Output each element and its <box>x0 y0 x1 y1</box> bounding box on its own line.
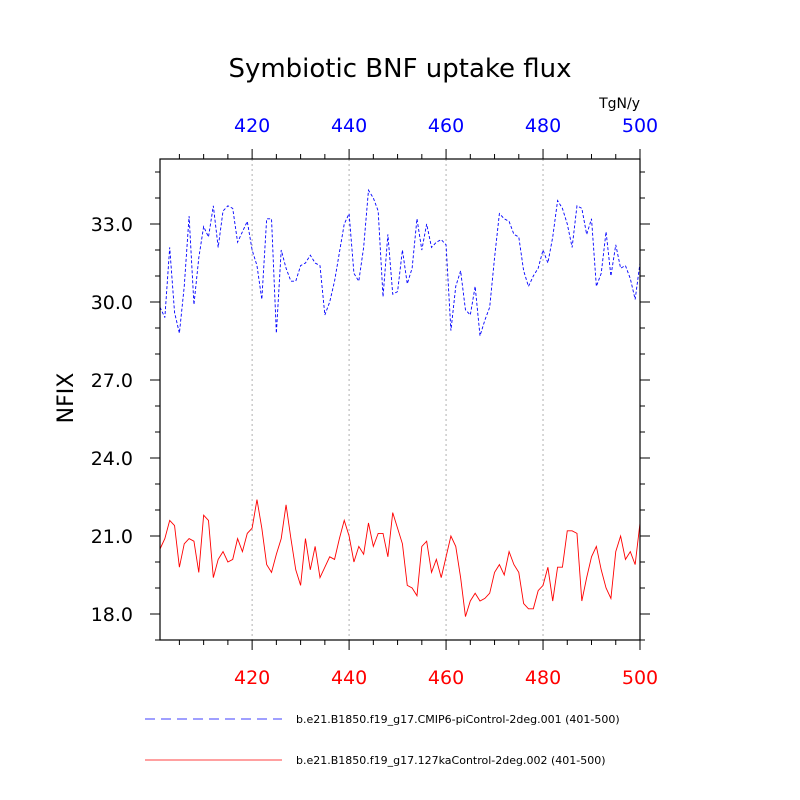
series-layer <box>159 188 641 617</box>
y-tick-label-18.0: 18.0 <box>91 604 133 626</box>
x-tick-label-bottom-500: 500 <box>622 667 658 689</box>
x-tick-label-bottom-420: 420 <box>234 667 270 689</box>
legend-label-127ka: b.e21.B1850.f19_g17.127kaControl-2deg.00… <box>296 754 606 767</box>
x-tick-label-top-460: 460 <box>428 115 464 137</box>
y-tick-label-33.0: 33.0 <box>91 214 133 236</box>
y-tick-label-24.0: 24.0 <box>91 448 133 470</box>
x-tick-label-top-420: 420 <box>234 115 270 137</box>
ticks <box>150 149 650 650</box>
y-tick-label-27.0: 27.0 <box>91 370 133 392</box>
y-axis-label: NFIX <box>54 373 79 424</box>
x-tick-label-bottom-480: 480 <box>525 667 561 689</box>
x-tick-label-bottom-440: 440 <box>331 667 367 689</box>
plot-frame <box>159 158 641 641</box>
series-line-0 <box>159 188 641 336</box>
units-label: TgN/y <box>598 96 640 112</box>
y-tick-label-21.0: 21.0 <box>91 526 133 548</box>
legend: b.e21.B1850.f19_g17.CMIP6-piControl-2deg… <box>145 713 620 767</box>
series-line-1 <box>159 499 641 617</box>
legend-label-piControl: b.e21.B1850.f19_g17.CMIP6-piControl-2deg… <box>296 713 620 726</box>
chart-title: Symbiotic BNF uptake flux <box>228 54 571 84</box>
x-tick-label-top-480: 480 <box>525 115 561 137</box>
tick-labels: 420 420 440 440 460 460 480 480 500 500 18.0 21.0 24… <box>91 115 658 689</box>
x-tick-label-top-440: 440 <box>331 115 367 137</box>
x-tick-label-bottom-460: 460 <box>428 667 464 689</box>
x-tick-label-top-500: 500 <box>622 115 658 137</box>
y-tick-label-30.0: 30.0 <box>91 292 133 314</box>
grid-lines <box>251 159 544 640</box>
